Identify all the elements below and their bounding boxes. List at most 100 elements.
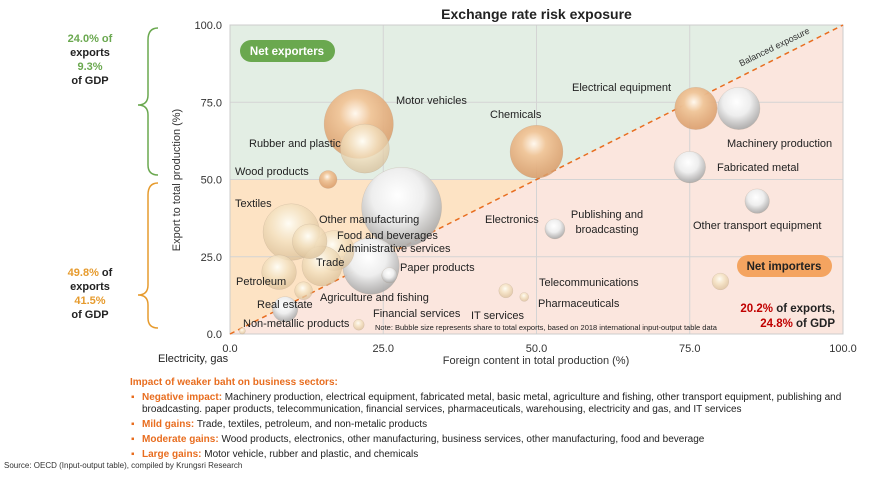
exporters-share-note: 24.0% of exports 9.3% of GDP bbox=[45, 32, 135, 88]
net-exporters-badge bbox=[240, 40, 335, 62]
bubble bbox=[353, 319, 365, 331]
gdp-text: of GDP bbox=[792, 318, 835, 330]
bubble bbox=[509, 124, 564, 179]
balanced-exposure-line bbox=[229, 24, 844, 335]
impact-text: Motor vehicle, rubber and plastic, and c… bbox=[201, 449, 419, 460]
impact-text: Machinery production, electrical equipme… bbox=[142, 392, 842, 415]
net-importers-badge bbox=[737, 255, 832, 277]
bubble bbox=[717, 86, 761, 130]
bubble-size-note: Note: Bubble size represents share to to… bbox=[375, 323, 718, 332]
gdp-text: of GDP bbox=[71, 309, 109, 321]
bubble-label: Petroleum bbox=[236, 276, 286, 288]
bubble bbox=[381, 267, 398, 284]
bubble-label: broadcasting bbox=[576, 224, 639, 236]
middle-pct-gdp: 41.5% bbox=[74, 295, 106, 307]
bubble bbox=[711, 272, 730, 291]
bubble bbox=[261, 254, 297, 290]
bubble bbox=[498, 283, 514, 299]
bubble bbox=[272, 296, 299, 323]
bubble bbox=[673, 151, 706, 184]
bubble-label: Fabricated metal bbox=[717, 162, 799, 174]
y-axis-label: Export to total production (%) bbox=[171, 109, 183, 251]
exporters-pct-exports: 24.0% bbox=[67, 33, 99, 45]
source-note: Source: OECD (Input-output table), compi… bbox=[4, 461, 243, 470]
impact-label: Large gains: bbox=[142, 449, 202, 460]
middle-pct-exports: 49.8% bbox=[67, 267, 99, 279]
impact-heading: Impact of weaker baht on business sector… bbox=[130, 377, 338, 388]
x-axis-label: Foreign content in total production (%) bbox=[443, 355, 630, 367]
bubble-label: Other transport equipment bbox=[693, 220, 821, 232]
bubble-label: Trade bbox=[316, 257, 344, 269]
bubble bbox=[674, 86, 718, 130]
y-tick-label: 75.0 bbox=[201, 97, 222, 109]
bubble-label: Agriculture and fishing bbox=[320, 292, 429, 304]
bubble-label: Electrical equipment bbox=[572, 82, 671, 94]
impact-label: Mild gains: bbox=[142, 419, 195, 430]
impact-label: Negative impact: bbox=[142, 392, 223, 403]
x-tick-label: 75.0 bbox=[679, 343, 700, 355]
x-tick-label: 0.0 bbox=[222, 343, 237, 355]
bubble-label: Financial services bbox=[373, 308, 461, 320]
bubble-label: Rubber and plastic bbox=[249, 138, 341, 150]
bubble-label: Food and beverages bbox=[337, 230, 438, 242]
gdp-text: of GDP bbox=[71, 75, 109, 87]
of-text: of bbox=[98, 267, 113, 279]
exports-text: exports bbox=[70, 281, 110, 293]
bubble bbox=[292, 223, 328, 259]
y-tick-label: 50.0 bbox=[201, 175, 222, 187]
bubble-label: Non-metallic products bbox=[243, 318, 350, 330]
impact-item: Negative impact: Machinery production, e… bbox=[130, 392, 850, 416]
bubble-label: Machinery production bbox=[727, 138, 832, 150]
bubble-chart: 0.00.0 25.0 25.0 50.0 50.0 75.0 75.0 100.0 100.0… bbox=[137, 20, 857, 367]
bubble-label: Textiles bbox=[235, 198, 272, 210]
importers-pct-exports: 20.2% bbox=[740, 303, 774, 315]
bubble bbox=[744, 188, 770, 214]
bubble-label: Telecommunications bbox=[539, 277, 639, 289]
bubble-label: Chemicals bbox=[490, 109, 542, 121]
exports-text: of exports, bbox=[773, 303, 835, 315]
y-tick-label: 25.0 bbox=[201, 252, 222, 264]
x-tick-label: 50.0 bbox=[526, 343, 547, 355]
importers-share-note: 20.2% of exports, 24.8% of GDP bbox=[680, 302, 835, 332]
bubble-label: Electricity, gas bbox=[158, 353, 229, 365]
bubble bbox=[294, 281, 313, 300]
chart-title: Exchange rate risk exposure bbox=[441, 6, 632, 22]
of-text: of bbox=[98, 33, 113, 45]
impact-label: Moderate gains: bbox=[142, 434, 219, 445]
bubble bbox=[340, 123, 390, 174]
net-exporters-label: Net exporters bbox=[250, 46, 324, 58]
middle-bracket bbox=[137, 182, 159, 329]
impact-summary: Impact of weaker baht on business sector… bbox=[130, 377, 850, 461]
impact-text: Wood products, electronics, other manufa… bbox=[218, 434, 705, 445]
bubble bbox=[361, 167, 442, 248]
exporters-pct-gdp: 9.3% bbox=[77, 61, 103, 73]
net-importers-label: Net importers bbox=[747, 261, 822, 273]
middle-share-note: 49.8% of exports 41.5% of GDP bbox=[45, 266, 135, 322]
importers-pct-gdp: 24.8% bbox=[760, 318, 793, 330]
x-tick-label: 25.0 bbox=[373, 343, 394, 355]
bubble-label: Other manufacturing bbox=[319, 214, 419, 226]
bubble-label: Wood products bbox=[235, 166, 309, 178]
impact-item: Large gains: Motor vehicle, rubber and p… bbox=[130, 449, 850, 461]
bubble bbox=[318, 170, 338, 189]
x-tick-label: 100.0 bbox=[829, 343, 857, 355]
bubble bbox=[544, 218, 566, 240]
bubble-label: Electronics bbox=[485, 214, 539, 226]
bubble bbox=[238, 327, 246, 335]
exports-text: exports bbox=[70, 47, 110, 59]
bubble-label: Paper products bbox=[400, 262, 475, 274]
exporters-bracket bbox=[137, 27, 159, 176]
bubble-label: IT services bbox=[471, 310, 524, 322]
bubble-label: Real estate bbox=[257, 299, 313, 311]
impact-item: Moderate gains: Wood products, electroni… bbox=[130, 434, 850, 446]
y-tick-label: 0.0 bbox=[207, 329, 222, 341]
bubble bbox=[519, 292, 529, 302]
impact-item: Mild gains: Trade, textiles, petroleum, … bbox=[130, 419, 850, 431]
plot-border bbox=[229, 24, 844, 335]
bubble-label: Administrative services bbox=[338, 243, 451, 255]
bubble-label: Pharmaceuticals bbox=[538, 298, 620, 310]
impact-text: Trade, textiles, petroleum, and non-meta… bbox=[194, 419, 428, 430]
y-tick-label: 100.0 bbox=[194, 20, 222, 32]
bubble-label: Motor vehicles bbox=[396, 95, 467, 107]
bubble-label: Publishing and bbox=[571, 209, 643, 221]
